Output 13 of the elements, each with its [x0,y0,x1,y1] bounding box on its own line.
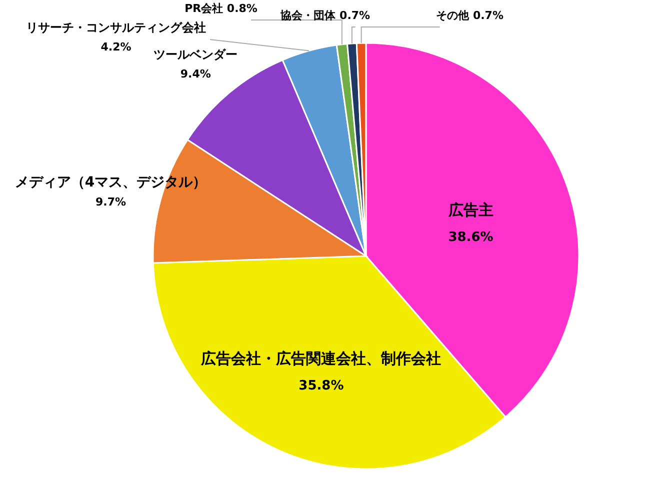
slice-label: 広告会社・広告関連会社、制作会社 [200,349,442,368]
data-label: 4.2% [100,40,132,54]
slice-label: 協会・団体 0.7% [280,9,370,22]
data-label: 9.7% [95,196,126,209]
slice-label: リサーチ・コンサルティング会社 [26,20,206,34]
data-label: 38.6% [448,230,494,246]
data-label: 35.8% [298,378,344,394]
slice-label: メディア（4マス、デジタル） [14,174,207,191]
slice-label: PR会社 0.8% [184,2,258,15]
data-label: 9.4% [180,67,211,80]
slice-label: ツールベンダー [154,47,238,62]
slice-label: 広告主 [447,201,494,220]
slice-label: その他 0.7% [436,9,504,22]
